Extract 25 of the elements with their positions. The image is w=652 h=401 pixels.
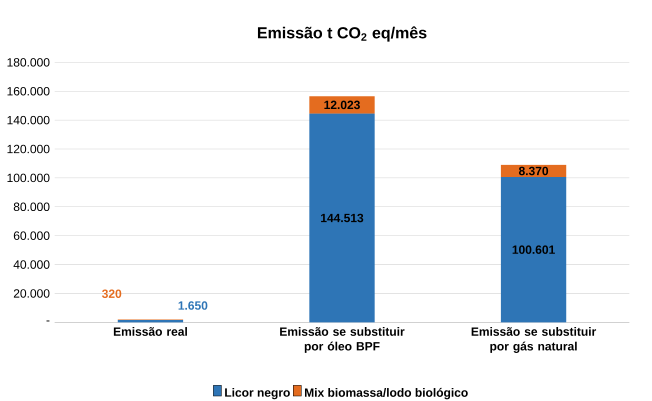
y-tick-label: 100.000 bbox=[8, 174, 50, 182]
y-tick-label: 20.000 bbox=[14, 289, 50, 298]
x-tick-label: Emissão se substituir por óleo BPF bbox=[280, 327, 405, 353]
data-label: 320 bbox=[102, 289, 122, 298]
x-tick-label: Emissão real bbox=[114, 327, 187, 336]
x-tick-label: Emissão se substituir por gás natural bbox=[472, 327, 596, 353]
data-label: 8.370 bbox=[518, 166, 548, 176]
y-tick-label: 60.000 bbox=[14, 231, 50, 240]
bar bbox=[500, 177, 566, 322]
data-label: 144.513 bbox=[321, 214, 364, 222]
y-tick-label: 40.000 bbox=[14, 260, 50, 269]
y-tick-label: - bbox=[46, 320, 50, 322]
y-tick-label: 80.000 bbox=[14, 202, 50, 212]
y-tick-label: 180.000 bbox=[8, 58, 50, 67]
data-label: 100.601 bbox=[512, 245, 555, 254]
data-label: 12.023 bbox=[324, 100, 360, 110]
y-tick-label: 120.000 bbox=[8, 144, 50, 154]
y-tick-label: 140.000 bbox=[8, 116, 50, 124]
bar bbox=[118, 320, 184, 322]
y-tick-label: 160.000 bbox=[8, 86, 50, 96]
bar bbox=[309, 114, 375, 322]
legend-label: Mix biomassa/lodo biológico bbox=[304, 388, 468, 400]
legend-label: Licor negro bbox=[225, 388, 290, 400]
data-label: 1.650 bbox=[178, 301, 208, 310]
chart-title: Emissão t CO$_{2}$ eq/mês bbox=[258, 26, 426, 42]
